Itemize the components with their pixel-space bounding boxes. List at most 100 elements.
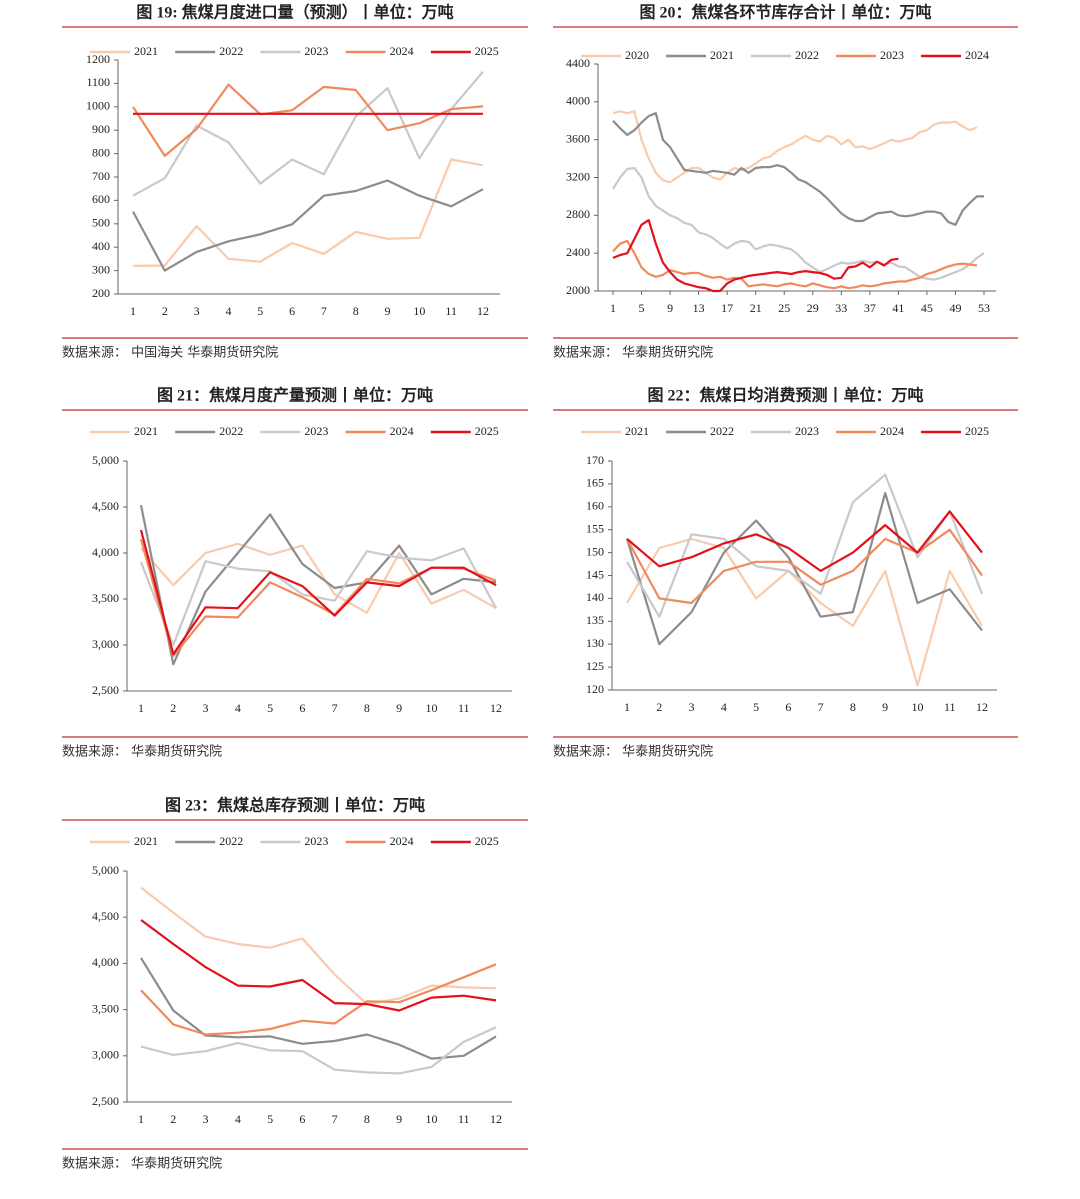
legend-label: 2022 [710, 424, 734, 438]
y-tick-label: 4,500 [92, 909, 119, 923]
legend-label: 2025 [475, 424, 499, 438]
y-tick-label: 2,500 [92, 1094, 119, 1108]
y-tick-label: 2000 [566, 283, 590, 297]
series-line [132, 158, 484, 267]
x-tick-label: 10 [911, 700, 923, 714]
series-line [132, 70, 484, 197]
y-tick-label: 1200 [86, 52, 110, 66]
x-tick-label: 45 [921, 301, 933, 315]
x-tick-label: 7 [332, 1112, 338, 1126]
x-tick-label: 11 [458, 1112, 470, 1126]
x-tick-label: 1 [138, 701, 144, 715]
x-tick-label: 2 [170, 1112, 176, 1126]
x-tick-label: 9 [396, 1112, 402, 1126]
x-tick-label: 49 [949, 301, 961, 315]
legend-label: 2023 [304, 44, 328, 58]
source-note: 数据来源： 华泰期货研究院 [62, 744, 222, 760]
series-line [139, 504, 497, 666]
source-note: 数据来源： 华泰期货研究院 [62, 1156, 222, 1172]
x-tick-label: 12 [490, 1112, 502, 1126]
series-line [139, 547, 497, 647]
y-tick-label: 130 [586, 636, 604, 650]
x-tick-label: 11 [458, 701, 470, 715]
source-note: 数据来源： 中国海关 华泰期货研究院 [62, 345, 278, 361]
series-line [626, 510, 983, 572]
x-tick-label: 7 [332, 701, 338, 715]
y-tick-label: 165 [586, 476, 604, 490]
x-tick-label: 2 [162, 304, 168, 318]
legend-label: 2024 [390, 834, 414, 848]
x-tick-label: 1 [138, 1112, 144, 1126]
x-tick-label: 9 [882, 700, 888, 714]
x-tick-label: 10 [425, 701, 437, 715]
x-tick-label: 11 [445, 304, 457, 318]
x-tick-label: 21 [750, 301, 762, 315]
series-line [132, 179, 484, 272]
x-tick-label: 7 [321, 304, 327, 318]
x-tick-label: 10 [425, 1112, 437, 1126]
series-line [612, 110, 978, 184]
x-tick-label: 6 [299, 701, 305, 715]
y-tick-label: 500 [92, 216, 110, 230]
legend-label: 2021 [134, 834, 158, 848]
y-tick-label: 4400 [566, 56, 590, 70]
y-tick-label: 200 [92, 286, 110, 300]
series-line [612, 219, 899, 293]
y-tick-label: 700 [92, 169, 110, 183]
y-tick-label: 5,000 [92, 453, 119, 467]
chart-title: 图 20：焦煤各环节库存合计丨单位：万吨 [639, 3, 931, 22]
legend-label: 2021 [625, 424, 649, 438]
x-tick-label: 13 [693, 301, 705, 315]
series-line [612, 166, 985, 281]
y-tick-label: 155 [586, 521, 604, 535]
x-tick-label: 5 [257, 304, 263, 318]
x-tick-label: 37 [864, 301, 876, 315]
legend-label: 2022 [219, 44, 243, 58]
legend-label: 2023 [304, 834, 328, 848]
y-tick-label: 145 [586, 567, 604, 581]
y-tick-label: 3,500 [92, 1001, 119, 1015]
x-tick-label: 7 [818, 700, 824, 714]
x-tick-label: 6 [785, 700, 791, 714]
series-line [140, 919, 497, 1012]
x-tick-label: 1 [624, 700, 630, 714]
x-tick-label: 12 [976, 700, 988, 714]
x-tick-label: 10 [413, 304, 425, 318]
series-line [626, 528, 983, 605]
x-tick-label: 5 [267, 701, 273, 715]
x-tick-label: 8 [850, 700, 856, 714]
x-tick-label: 17 [721, 301, 733, 315]
legend-label: 2022 [795, 48, 819, 62]
x-tick-label: 33 [835, 301, 847, 315]
series-line [625, 492, 983, 646]
series-line [140, 542, 497, 614]
legend-label: 2023 [304, 424, 328, 438]
legend-label: 2024 [880, 424, 904, 438]
x-tick-label: 41 [892, 301, 904, 315]
y-tick-label: 400 [92, 239, 110, 253]
legend-label: 2022 [219, 424, 243, 438]
legend-label: 2024 [965, 48, 989, 62]
y-tick-label: 140 [586, 590, 604, 604]
x-tick-label: 3 [203, 1112, 209, 1126]
source-note: 数据来源： 华泰期货研究院 [553, 744, 713, 760]
x-tick-label: 1 [130, 304, 136, 318]
chart-title: 图 21：焦煤月度产量预测丨单位：万吨 [157, 386, 433, 405]
y-tick-label: 2,500 [92, 683, 119, 697]
y-tick-label: 160 [586, 499, 604, 513]
x-tick-label: 1 [610, 301, 616, 315]
x-tick-label: 9 [667, 301, 673, 315]
x-tick-label: 8 [353, 304, 359, 318]
x-tick-label: 2 [170, 701, 176, 715]
x-tick-label: 3 [203, 701, 209, 715]
x-tick-label: 3 [194, 304, 200, 318]
x-tick-label: 29 [807, 301, 819, 315]
series-line [140, 886, 497, 1006]
legend-label: 2021 [134, 424, 158, 438]
series-line [140, 957, 497, 1060]
legend-label: 2021 [134, 44, 158, 58]
legend-label: 2024 [390, 44, 414, 58]
legend-label: 2025 [965, 424, 989, 438]
x-tick-label: 5 [753, 700, 759, 714]
legend-label: 2025 [475, 834, 499, 848]
